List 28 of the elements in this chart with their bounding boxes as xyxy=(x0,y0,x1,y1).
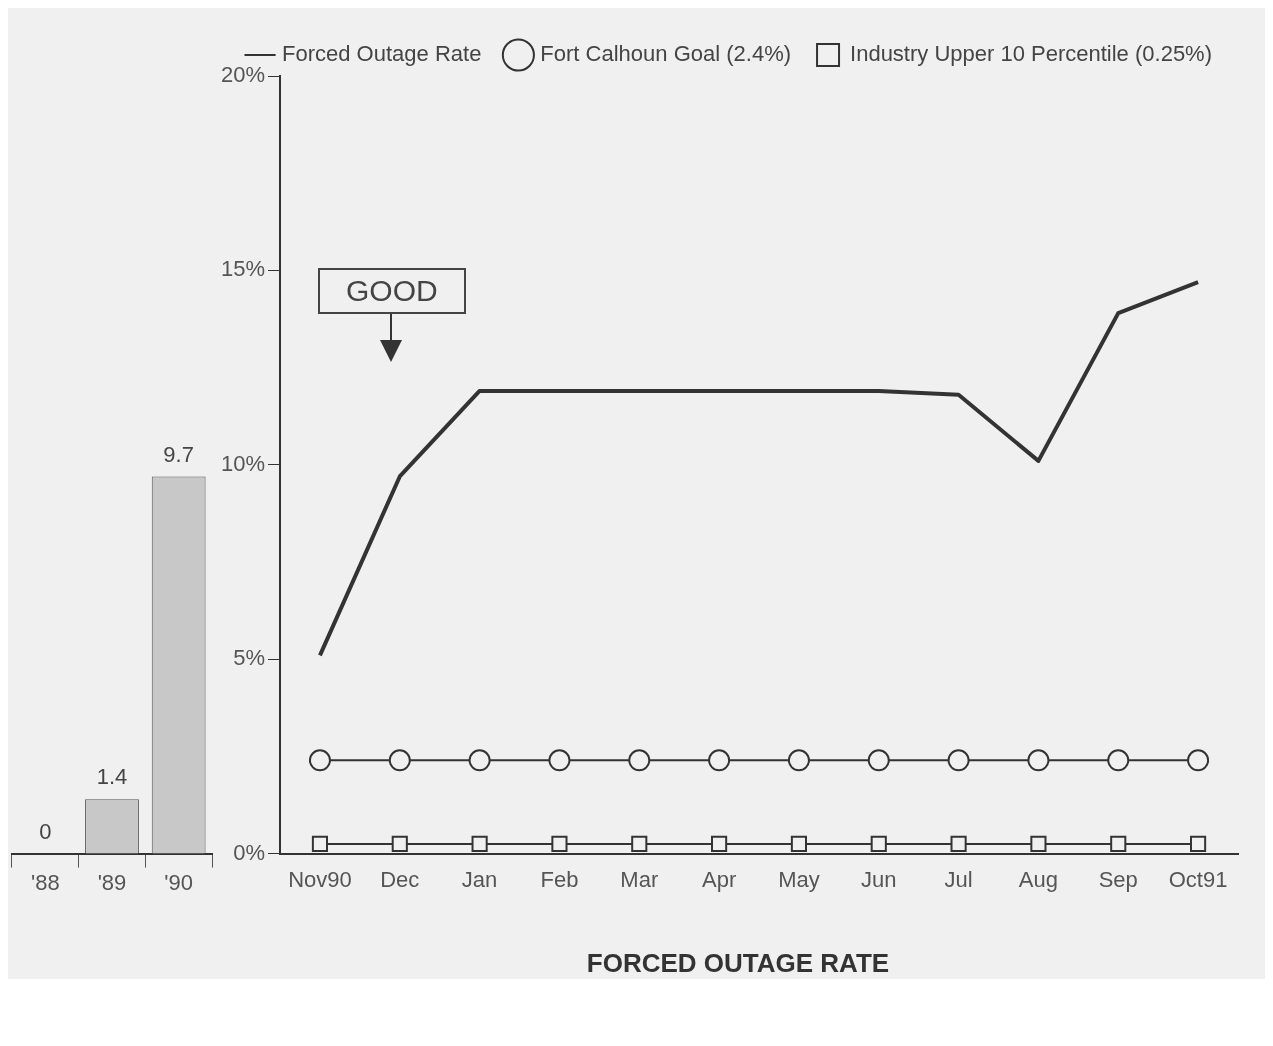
y-tick-label: 15% xyxy=(220,256,266,282)
x-tick-label: Oct91 xyxy=(1168,866,1228,892)
annotation: GOOD xyxy=(318,268,466,314)
legend-label: Fort Calhoun Goal (2.4%) xyxy=(540,41,792,67)
y-tick-label: 0% xyxy=(233,839,266,865)
x-tick-label: '90 xyxy=(164,869,193,895)
x-tick-label: Sep xyxy=(1098,866,1138,892)
x-tick-label: Nov90 xyxy=(288,866,352,892)
y-tick-label: 20% xyxy=(220,62,266,88)
x-tick-label: '88 xyxy=(31,869,60,895)
x-tick-label: '89 xyxy=(97,869,127,895)
x-tick-label: May xyxy=(778,866,820,892)
data-label: 0 xyxy=(39,818,52,844)
x-tick-label: Jun xyxy=(861,866,897,892)
y-tick-label: 10% xyxy=(220,450,266,476)
legend-label: Forced Outage Rate xyxy=(282,41,482,67)
legend-label: Industry Upper 10 Percentile (0.25%) xyxy=(850,41,1213,67)
x-tick-label: Feb xyxy=(540,866,579,892)
data-label: 1.4 xyxy=(96,764,128,790)
x-tick-label: Jul xyxy=(944,866,973,892)
x-tick-label: Aug xyxy=(1018,866,1058,892)
text: FORCED OUTAGE RATE xyxy=(585,948,891,979)
x-tick-label: Dec xyxy=(380,866,420,892)
x-tick-label: Apr xyxy=(701,866,737,892)
data-label: 9.7 xyxy=(163,441,194,467)
x-tick-label: Mar xyxy=(620,866,659,892)
x-tick-label: Jan xyxy=(461,866,498,892)
y-tick-label: 5% xyxy=(233,645,266,671)
